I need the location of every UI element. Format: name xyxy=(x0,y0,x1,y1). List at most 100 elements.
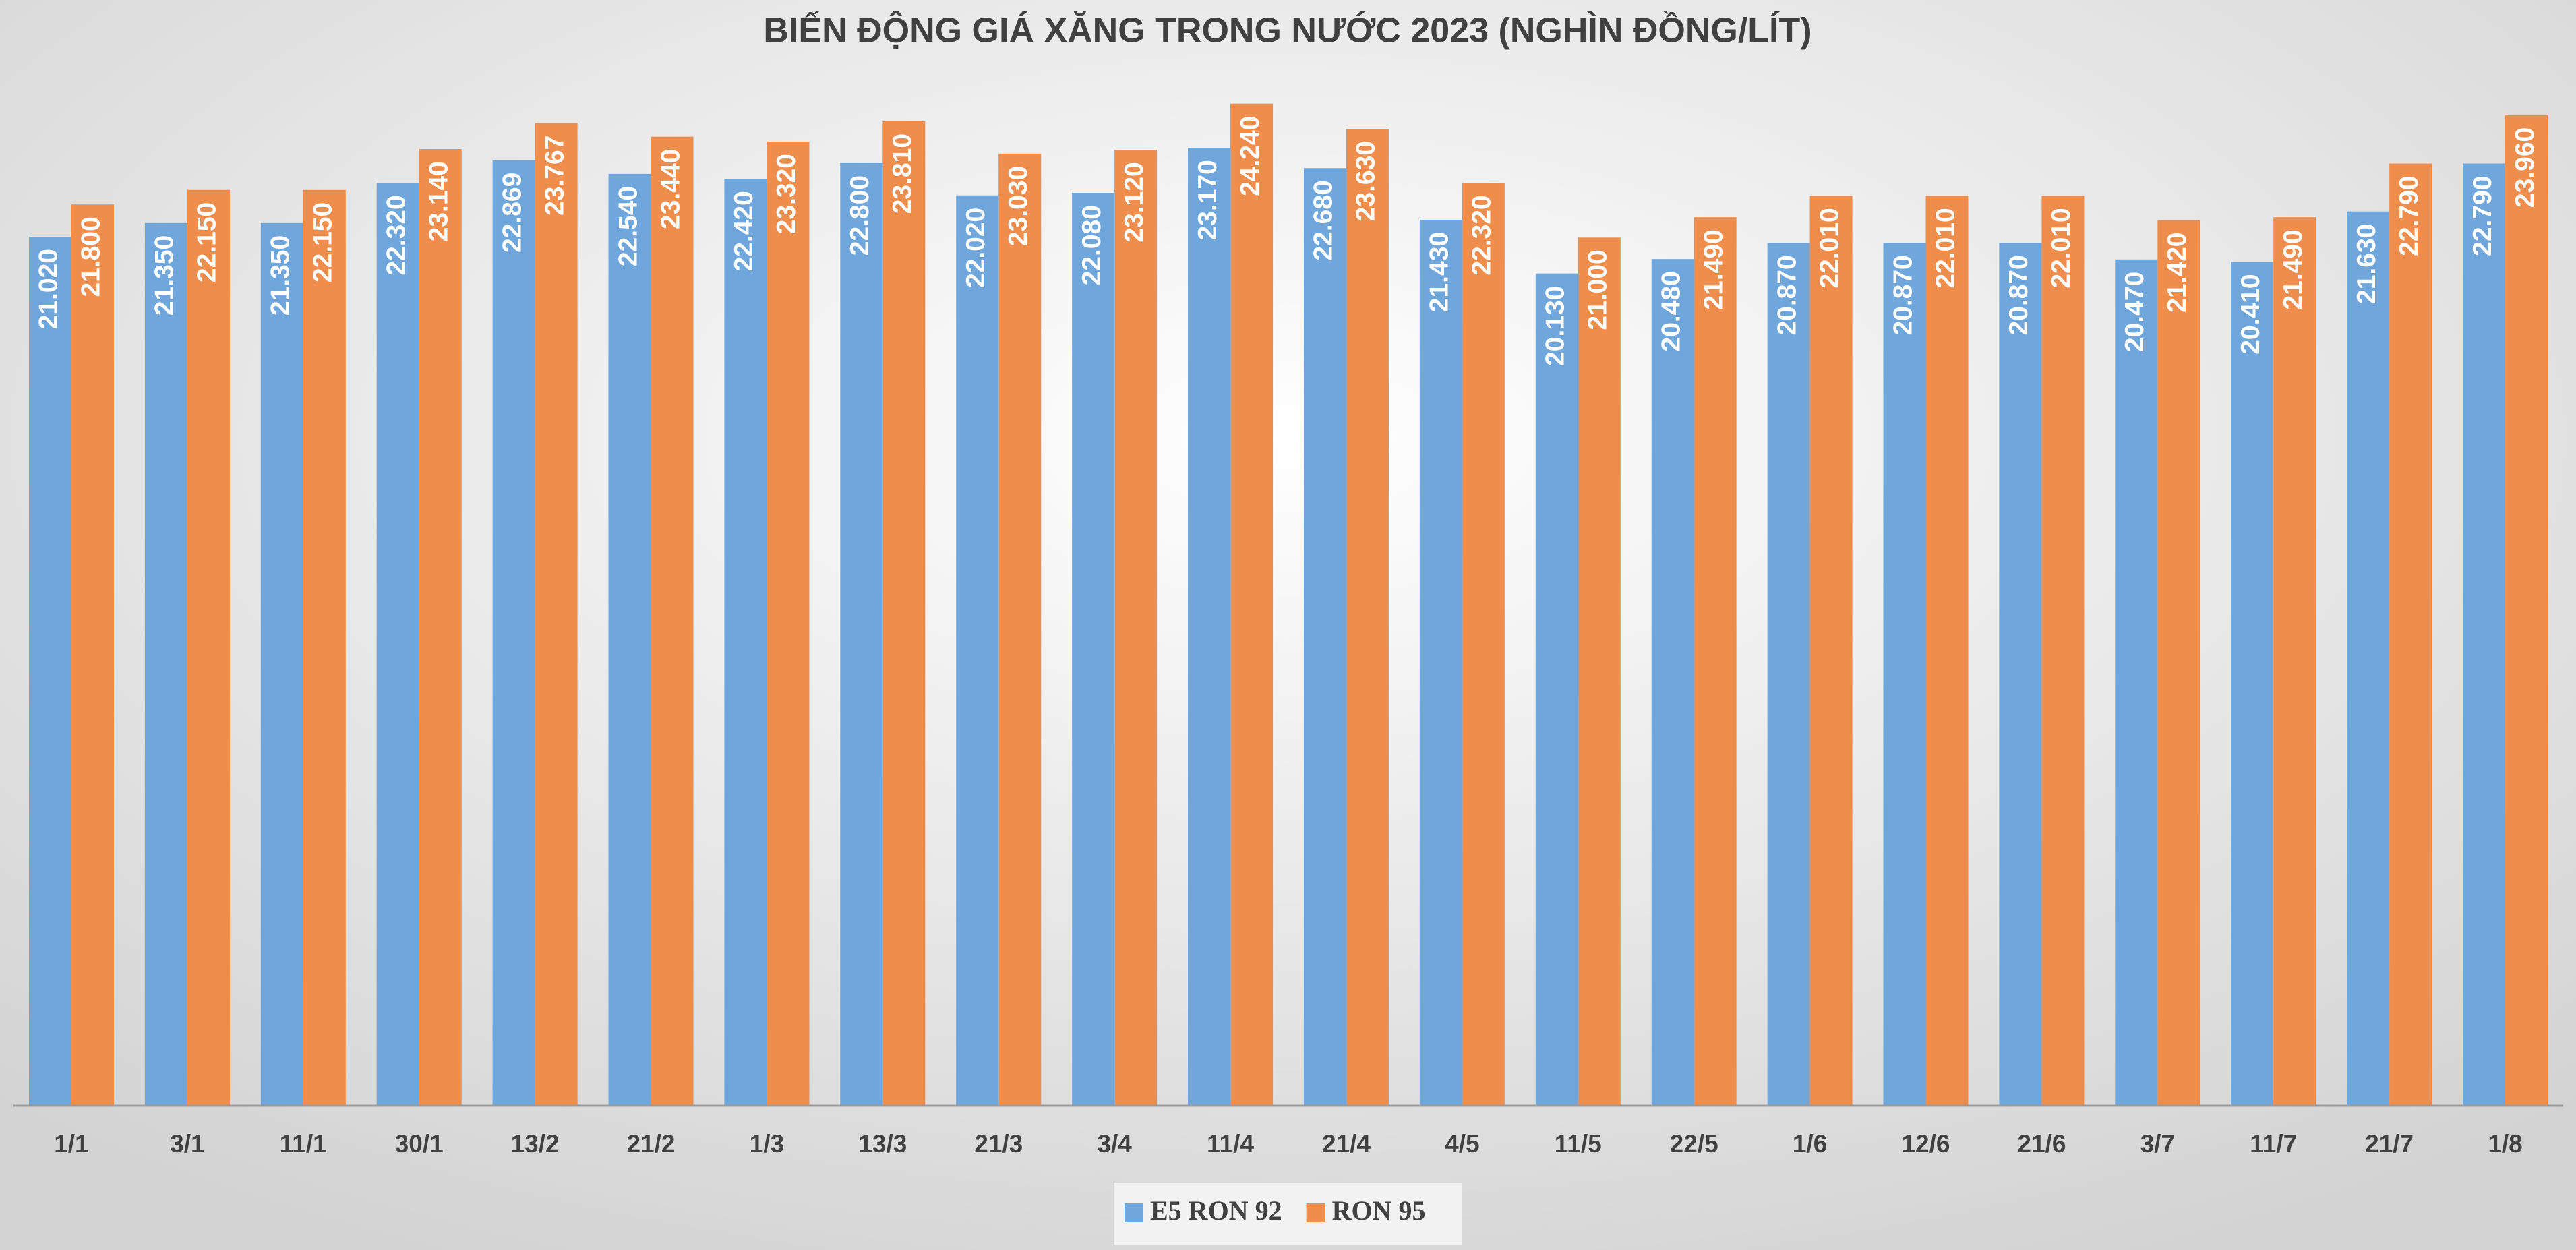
bar xyxy=(956,195,999,1106)
bar xyxy=(2463,163,2506,1106)
x-tick-label: 13/2 xyxy=(511,1130,560,1158)
data-label: 23.170 xyxy=(1193,160,1222,240)
x-tick-label: 1/1 xyxy=(54,1130,88,1158)
data-label: 22.790 xyxy=(2468,176,2497,256)
bar xyxy=(1188,148,1231,1106)
x-tick-label: 21/2 xyxy=(626,1130,675,1158)
bar xyxy=(1925,196,1969,1106)
x-tick-label: 21/4 xyxy=(1322,1130,1371,1158)
bar xyxy=(1535,273,1578,1106)
data-label: 21.490 xyxy=(2279,229,2308,309)
bar xyxy=(608,173,651,1106)
data-label: 21.020 xyxy=(34,249,63,329)
legend-label: RON 95 xyxy=(1332,1195,1426,1226)
bar xyxy=(1694,217,1737,1106)
data-label: 23.030 xyxy=(1004,166,1033,246)
data-label: 21.000 xyxy=(1584,249,1613,330)
bar xyxy=(1578,237,1621,1106)
bar xyxy=(1999,243,2042,1106)
data-label: 23.440 xyxy=(656,149,685,229)
x-tick-label: 3/7 xyxy=(2140,1130,2175,1158)
data-label: 20.870 xyxy=(1772,255,1801,335)
data-label: 23.320 xyxy=(772,154,801,234)
bar xyxy=(998,153,1042,1106)
data-label: 23.960 xyxy=(2511,127,2540,208)
x-tick-label: 22/5 xyxy=(1670,1130,1718,1158)
bar xyxy=(71,204,114,1106)
x-tick-label: 1/8 xyxy=(2488,1130,2522,1158)
bar xyxy=(144,222,187,1106)
data-label: 20.480 xyxy=(1656,271,1685,351)
bar xyxy=(419,149,462,1106)
x-tick-label: 1/6 xyxy=(1793,1130,1827,1158)
x-tick-label: 12/6 xyxy=(1901,1130,1950,1158)
x-tick-label: 11/4 xyxy=(1207,1130,1254,1158)
data-label: 22.540 xyxy=(613,186,642,266)
data-label: 22.320 xyxy=(1468,195,1497,275)
bar xyxy=(260,222,303,1106)
data-label: 20.870 xyxy=(2004,255,2033,335)
data-label: 21.630 xyxy=(2352,224,2381,304)
legend-label: E5 RON 92 xyxy=(1150,1195,1282,1226)
data-label: 21.350 xyxy=(266,235,295,316)
x-tick-label: 21/7 xyxy=(2365,1130,2414,1158)
bar xyxy=(2347,211,2390,1106)
data-label: 22.800 xyxy=(845,175,874,256)
data-label: 22.680 xyxy=(1309,180,1338,260)
bar xyxy=(840,162,883,1106)
x-tick-label: 30/1 xyxy=(395,1130,444,1158)
x-tick-label: 13/3 xyxy=(858,1130,907,1158)
bar xyxy=(303,189,346,1106)
data-label: 20.470 xyxy=(2120,272,2149,352)
bar xyxy=(376,183,419,1106)
bar xyxy=(767,142,810,1106)
bar xyxy=(882,121,926,1106)
data-label: 20.870 xyxy=(1888,255,1917,335)
bar xyxy=(2505,115,2548,1106)
x-tick-label: 11/5 xyxy=(1555,1130,1602,1158)
x-tick-label: 11/7 xyxy=(2250,1130,2297,1158)
legend-box xyxy=(1114,1183,1462,1245)
x-tick-label: 21/6 xyxy=(2017,1130,2066,1158)
data-label: 22.150 xyxy=(309,202,338,282)
data-label: 20.130 xyxy=(1541,286,1570,366)
bar xyxy=(187,189,230,1106)
bar xyxy=(492,160,535,1106)
data-label: 21.350 xyxy=(150,235,179,316)
bar xyxy=(1230,103,1274,1106)
bar xyxy=(2041,196,2085,1106)
bar xyxy=(2273,217,2316,1106)
data-label: 22.150 xyxy=(193,202,222,282)
x-tick-label: 4/5 xyxy=(1445,1130,1479,1158)
data-label: 22.010 xyxy=(1931,208,1960,288)
bar xyxy=(2157,220,2200,1106)
bar xyxy=(1809,196,1853,1106)
data-label: 22.010 xyxy=(2047,208,2076,288)
data-label: 22.320 xyxy=(382,195,411,275)
bar xyxy=(2231,262,2274,1106)
bar xyxy=(1114,150,1158,1106)
legend-swatch xyxy=(1306,1203,1325,1222)
bar xyxy=(1462,183,1505,1106)
x-tick-label: 3/4 xyxy=(1097,1130,1132,1158)
x-tick-label: 21/3 xyxy=(974,1130,1023,1158)
bar xyxy=(651,136,694,1106)
bar xyxy=(2115,259,2158,1106)
x-tick-label: 11/1 xyxy=(280,1130,327,1158)
chart-title: BIẾN ĐỘNG GIÁ XĂNG TRONG NƯỚC 2023 (NGHÌ… xyxy=(763,11,1811,51)
data-label: 24.240 xyxy=(1236,116,1265,196)
data-label: 22.020 xyxy=(961,208,990,288)
bar xyxy=(1651,259,1694,1106)
bar xyxy=(724,179,767,1106)
data-label: 22.869 xyxy=(498,173,527,253)
bar xyxy=(28,237,71,1106)
data-label: 20.410 xyxy=(2236,274,2265,354)
data-label: 23.140 xyxy=(424,161,453,241)
data-label: 22.790 xyxy=(2395,176,2424,256)
bar xyxy=(1303,168,1346,1106)
bar xyxy=(1419,219,1462,1106)
bar xyxy=(2389,163,2432,1106)
data-label: 23.120 xyxy=(1120,162,1149,242)
bar xyxy=(1072,193,1115,1106)
